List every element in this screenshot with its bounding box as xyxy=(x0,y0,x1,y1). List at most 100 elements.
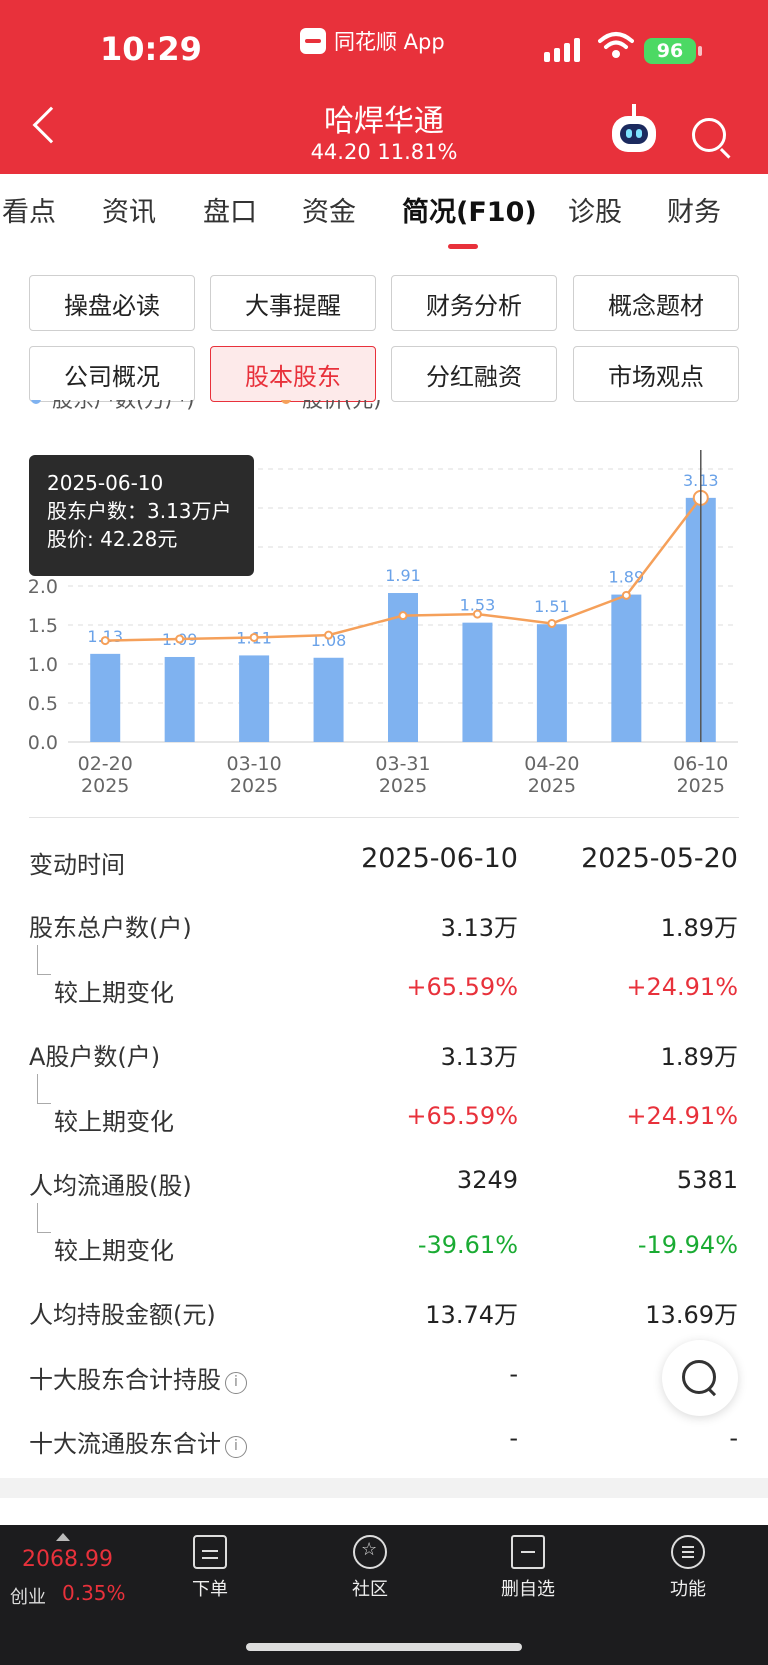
legend-label-holders: 股东户数(万户) xyxy=(52,400,194,412)
y-tick-label: 1.0 xyxy=(28,654,58,676)
table-row: 较上期变化 +65.59% +24.91% xyxy=(0,973,768,1013)
document-icon xyxy=(193,1535,227,1569)
bar xyxy=(462,622,493,742)
bar xyxy=(536,624,567,742)
row-value-1: 3.13万 xyxy=(440,1043,518,1071)
chart-svg: 股东户数(万户)股价(元)0.00.51.01.52.01.131.091.11… xyxy=(28,400,738,797)
row-value-2: +24.91% xyxy=(626,973,738,1001)
minus-square-icon xyxy=(511,1535,545,1569)
btn-events[interactable]: 大事提醒 xyxy=(210,275,376,331)
assistant-robot-icon[interactable] xyxy=(612,104,656,152)
btn-dividends[interactable]: 分红融资 xyxy=(391,346,557,402)
nav-label: 下单 xyxy=(192,1579,228,1600)
search-icon[interactable] xyxy=(692,118,726,152)
row-label: 十大股东合计持股 xyxy=(29,1366,221,1394)
home-indicator xyxy=(246,1643,522,1651)
row-value-1: -39.61% xyxy=(417,1231,518,1259)
row-value-2: 1.89万 xyxy=(660,914,738,942)
x-tick-label-year: 2025 xyxy=(379,775,427,797)
section-gap xyxy=(0,1478,768,1498)
expand-up-icon[interactable] xyxy=(56,1533,70,1541)
status-time: 10:29 xyxy=(100,30,202,68)
x-tick-label-year: 2025 xyxy=(528,775,576,797)
row-label: A股户数(户) xyxy=(29,1043,161,1071)
btn-shareholders[interactable]: 股本股东 xyxy=(210,346,376,402)
row-value-1: 13.74万 xyxy=(425,1301,518,1329)
row-label: 十大流通股东合计 xyxy=(29,1430,221,1458)
price-point xyxy=(249,632,259,642)
btn-concepts[interactable]: 概念题材 xyxy=(573,275,739,331)
table-row: 人均流通股(股) 3249 5381 xyxy=(0,1166,768,1206)
signal-icon xyxy=(544,38,580,62)
tab-orderbook[interactable]: 盘口 xyxy=(203,197,257,228)
bar xyxy=(611,594,642,742)
row-value-1: +65.59% xyxy=(406,1102,518,1130)
row-label-with-info: 十大流通股东合计 i xyxy=(29,1424,247,1459)
divider xyxy=(29,817,739,818)
row-value-2: - xyxy=(729,1424,738,1452)
tab-finance[interactable]: 财务 xyxy=(667,197,721,228)
row-label: 股东总户数(户) xyxy=(29,914,192,942)
row-value-1: +65.59% xyxy=(406,973,518,1001)
row-value-2: -19.94% xyxy=(637,1231,738,1259)
battery-level: 96 xyxy=(656,40,684,62)
index-value[interactable]: 2068.99 xyxy=(22,1547,113,1572)
price-point xyxy=(100,636,110,646)
btn-market-views[interactable]: 市场观点 xyxy=(573,346,739,402)
table-row: 较上期变化 +65.59% +24.91% xyxy=(0,1102,768,1142)
app-badge[interactable]: 同花顺 App xyxy=(300,26,445,56)
tab-bar: 看点 资讯 盘口 资金 简况(F10) 诊股 财务 xyxy=(0,190,768,240)
community-star-icon: ☆ xyxy=(353,1535,387,1569)
bottom-bar: 2068.99 创业 0.35% 下单 ☆ 社区 删自选 功能 xyxy=(0,1525,768,1665)
x-tick-label: 06-10 xyxy=(673,753,728,775)
row-label: 较上期变化 xyxy=(54,979,174,1007)
tooltip-price: 股价: 42.28元 xyxy=(47,527,178,551)
y-tick-label: 0.5 xyxy=(28,693,58,715)
x-tick-label: 02-20 xyxy=(78,753,133,775)
nav-community[interactable]: ☆ 社区 xyxy=(315,1535,425,1601)
date-col-2: 2025-05-20 xyxy=(581,843,738,874)
tree-connector xyxy=(37,945,51,975)
bar-value-label: 1.51 xyxy=(534,597,570,616)
nav-order[interactable]: 下单 xyxy=(155,1535,265,1601)
tab-funds[interactable]: 资金 xyxy=(302,197,356,228)
price-point xyxy=(547,618,557,628)
x-tick-label-year: 2025 xyxy=(677,775,725,797)
tree-connector xyxy=(37,1203,51,1233)
table-header-row: 变动时间 2025-06-10 2025-05-20 xyxy=(0,843,768,885)
shareholder-chart[interactable]: 股东户数(万户)股价(元)0.00.51.01.52.01.131.091.11… xyxy=(0,400,768,800)
nav-label: 删自选 xyxy=(501,1579,555,1600)
table-row: A股户数(户) 3.13万 1.89万 xyxy=(0,1037,768,1077)
price-point xyxy=(621,590,631,600)
row-value-1: 3.13万 xyxy=(440,914,518,942)
table-row: 较上期变化 -39.61% -19.94% xyxy=(0,1231,768,1271)
row-value-1: - xyxy=(509,1424,518,1452)
tab-f10[interactable]: 简况(F10) xyxy=(402,197,537,228)
row-label: 较上期变化 xyxy=(54,1108,174,1136)
tab-kandian[interactable]: 看点 xyxy=(2,197,56,228)
btn-company-overview[interactable]: 公司概况 xyxy=(29,346,195,402)
x-tick-label: 03-10 xyxy=(227,753,282,775)
floating-search-icon[interactable] xyxy=(662,1340,738,1416)
btn-must-read[interactable]: 操盘必读 xyxy=(29,275,195,331)
info-icon[interactable]: i xyxy=(225,1372,247,1394)
info-icon[interactable]: i xyxy=(225,1436,247,1458)
tab-diagnosis[interactable]: 诊股 xyxy=(568,197,622,228)
price-point xyxy=(324,630,334,640)
nav-functions[interactable]: 功能 xyxy=(633,1535,743,1601)
y-tick-label: 2.0 xyxy=(28,576,58,598)
x-tick-label: 03-31 xyxy=(375,753,430,775)
nav-remove-watchlist[interactable]: 删自选 xyxy=(473,1535,583,1601)
tab-news[interactable]: 资讯 xyxy=(102,197,156,228)
date-col-1: 2025-06-10 xyxy=(361,843,518,874)
bar-value-label: 1.53 xyxy=(460,596,496,615)
btn-financial-analysis[interactable]: 财务分析 xyxy=(391,275,557,331)
x-tick-label-year: 2025 xyxy=(81,775,129,797)
y-tick-label: 1.5 xyxy=(28,615,58,637)
menu-circle-icon xyxy=(671,1535,705,1569)
row-label: 较上期变化 xyxy=(54,1237,174,1265)
stock-name: 哈焊华通 xyxy=(324,104,444,139)
table-row: 人均持股金额(元) 13.74万 13.69万 xyxy=(0,1295,768,1335)
x-tick-label-year: 2025 xyxy=(230,775,278,797)
active-tab-indicator xyxy=(448,244,478,249)
